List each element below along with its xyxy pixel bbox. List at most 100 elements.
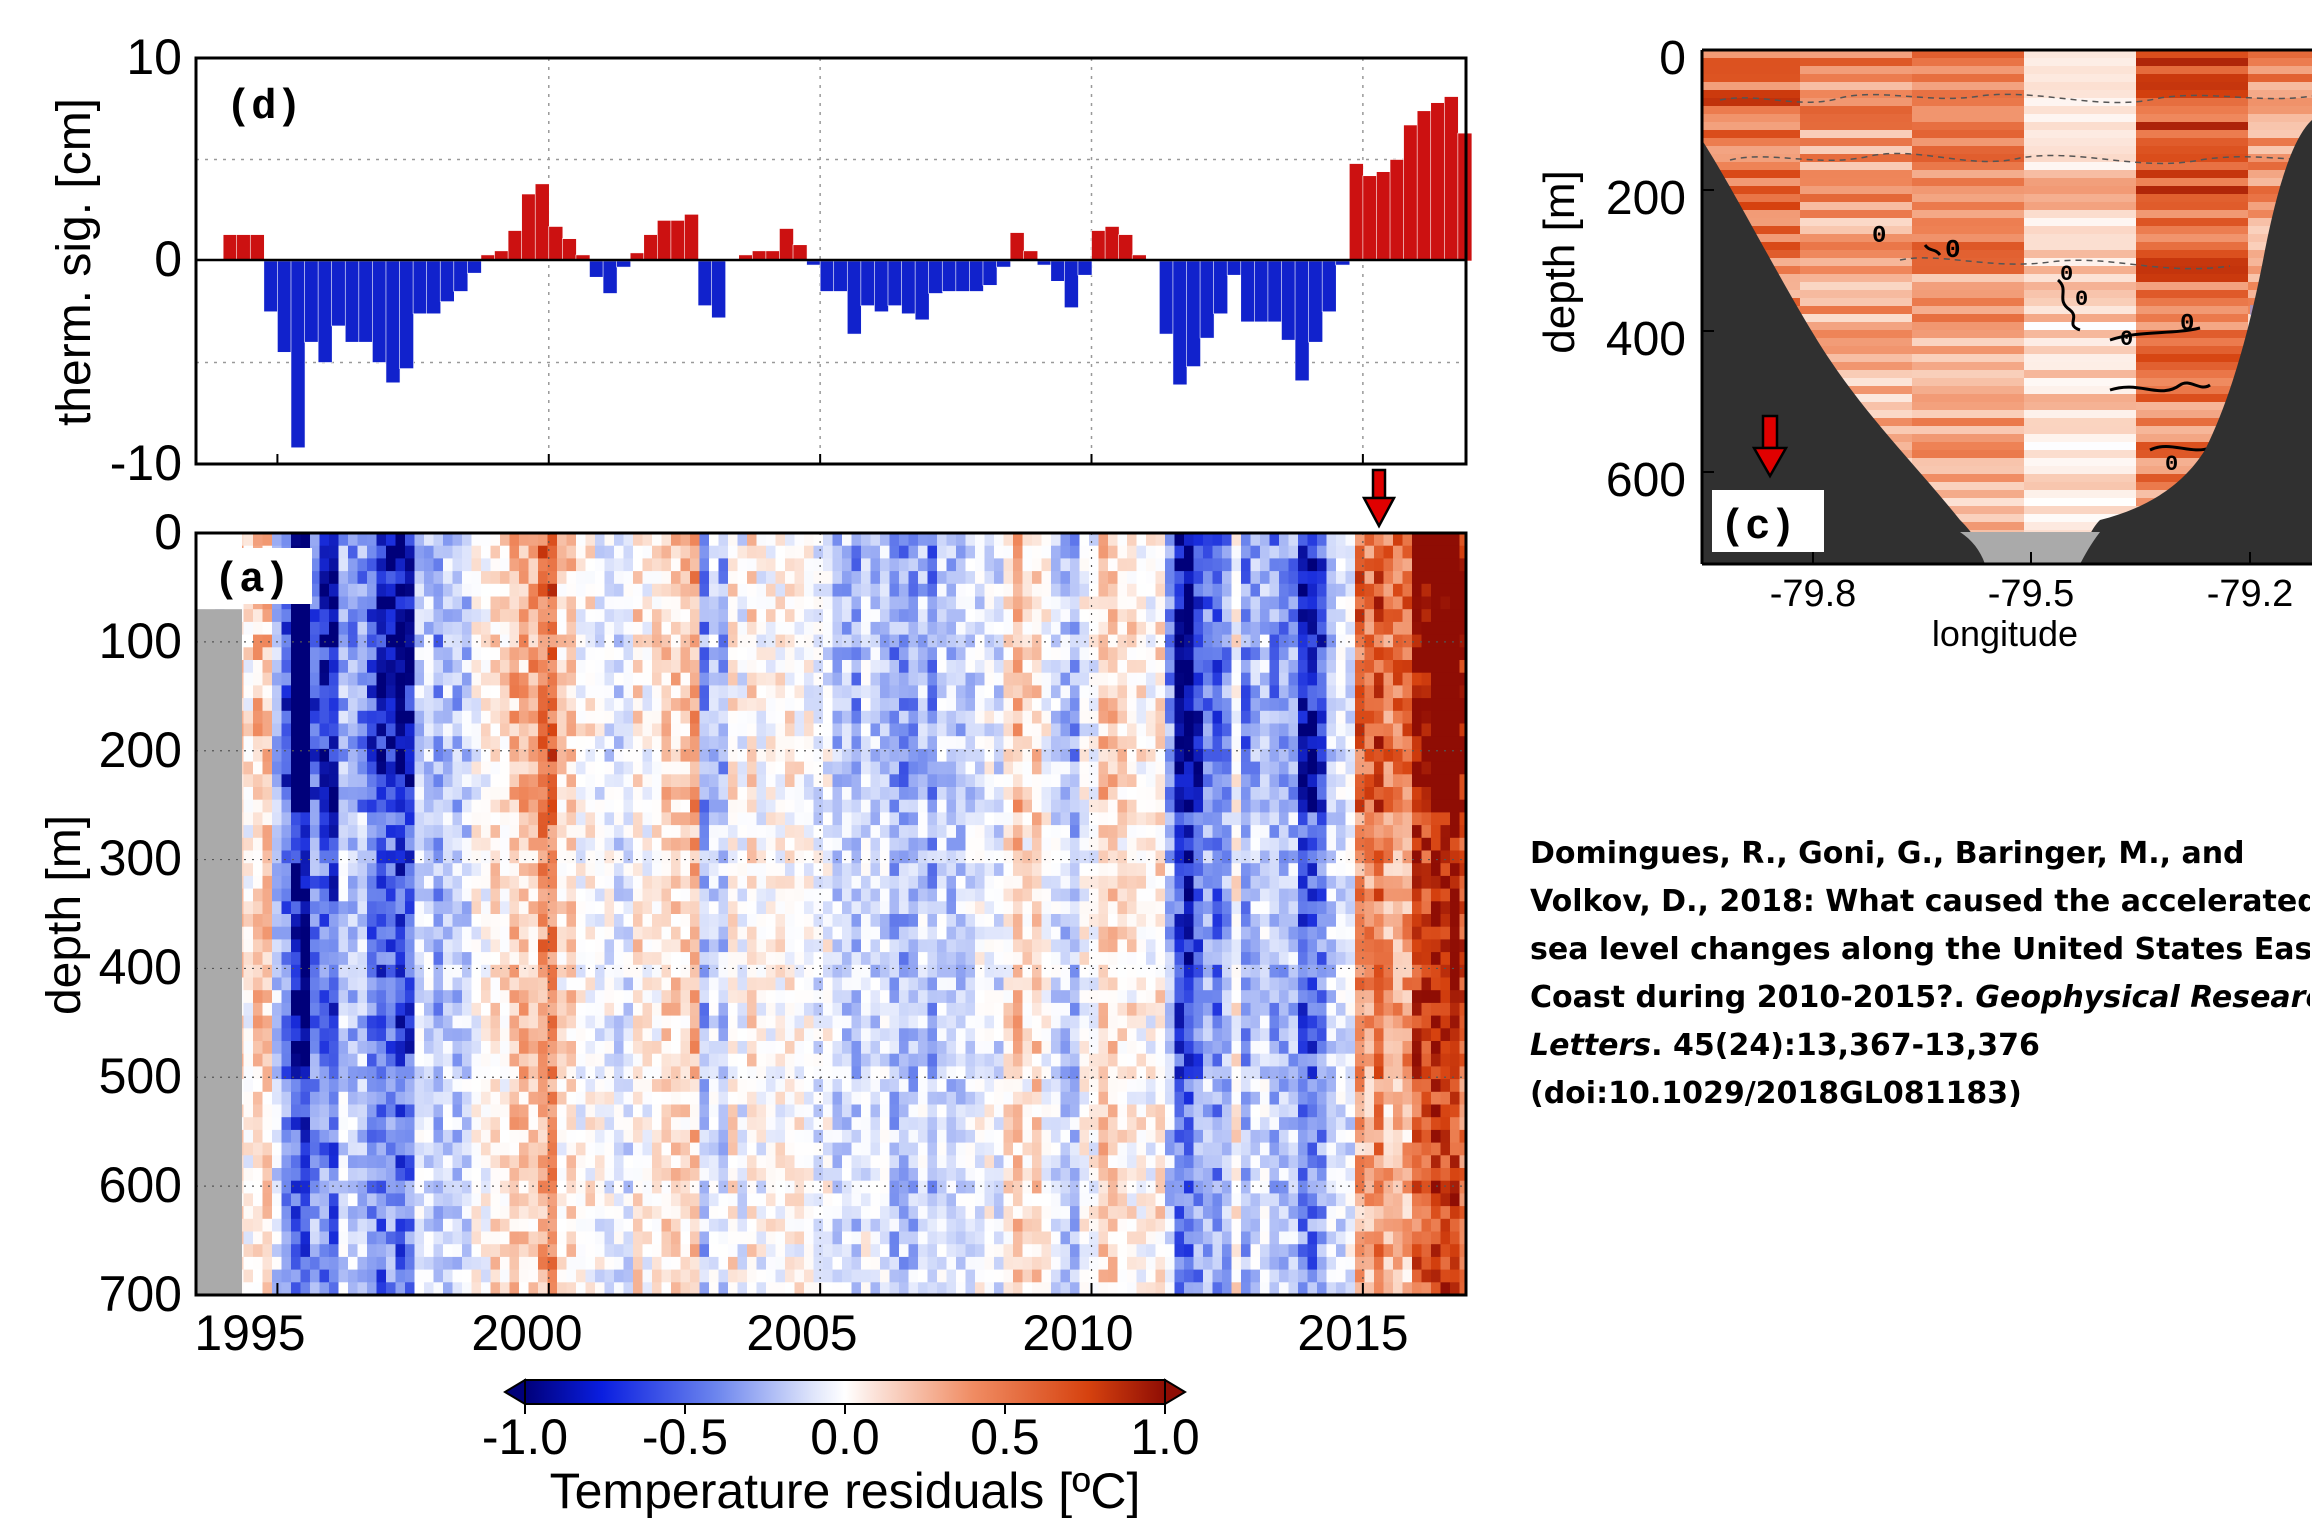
heatmap-cell: [509, 736, 520, 750]
heatmap-cell: [443, 710, 454, 725]
heatmap-cell: [832, 977, 843, 991]
heatmap-cell: [956, 647, 967, 661]
heatmap-cell: [300, 1180, 311, 1194]
heatmap-cell: [775, 1231, 786, 1245]
heatmap-cell: [405, 710, 416, 725]
heatmap-cell: [329, 1231, 340, 1245]
heatmap-cell: [690, 914, 701, 928]
heatmap-cell: [623, 875, 634, 890]
heatmap-cell: [519, 698, 530, 712]
heatmap-cell: [813, 685, 824, 699]
heatmap-cell: [595, 1231, 606, 1245]
heatmap-cell: [889, 825, 900, 839]
heatmap-cell: [243, 1168, 254, 1182]
heatmap-cell: [291, 1117, 302, 1131]
heatmap-cell: [566, 545, 577, 559]
heatmap-cell: [794, 596, 805, 610]
heatmap-cell: [424, 1129, 435, 1144]
heatmap-cell: [348, 1282, 359, 1295]
heatmap-cell: [785, 1282, 796, 1295]
heatmap-cell: [585, 977, 596, 991]
heatmap-cell: [272, 939, 283, 953]
heatmap-cell: [481, 863, 492, 877]
heatmap-cell: [775, 1066, 786, 1080]
heatmap-cell: [775, 1180, 786, 1194]
heatmap-cell: [433, 710, 444, 725]
heatmap-cell: [614, 583, 625, 598]
heatmap-cell: [433, 583, 444, 598]
heatmap-cell: [946, 875, 957, 890]
heatmap-cell: [813, 1282, 824, 1295]
heatmap-cell: [851, 825, 862, 839]
heatmap-cell: [500, 926, 511, 940]
heatmap-cell: [557, 723, 568, 737]
heatmap-cell: [595, 952, 606, 966]
heatmap-cell: [756, 533, 767, 547]
heatmap-cell: [262, 647, 273, 661]
heatmap-cell: [614, 609, 625, 623]
heatmap-cell: [281, 1066, 292, 1080]
heatmap-cell: [557, 698, 568, 712]
heatmap-cell: [956, 1193, 967, 1207]
heatmap-cell: [832, 660, 843, 674]
heatmap-cell: [927, 888, 938, 902]
heatmap-cell: [414, 609, 425, 623]
heatmap-cell: [424, 761, 435, 775]
heatmap-cell: [899, 1053, 910, 1067]
heatmap-cell: [756, 1142, 767, 1156]
bar: [562, 238, 577, 262]
heatmap-cell: [310, 571, 321, 585]
heatmap-cell: [604, 583, 615, 598]
heatmap-cell: [291, 812, 302, 826]
heatmap-cell: [547, 1129, 558, 1144]
heatmap-cell: [281, 990, 292, 1004]
heatmap-cell: [861, 1142, 872, 1156]
heatmap-cell: [481, 1142, 492, 1156]
heatmap-cell: [661, 1028, 672, 1042]
heatmap-cell: [595, 545, 606, 559]
heatmap-cell: [680, 1053, 691, 1067]
heatmap-cell: [794, 914, 805, 928]
heatmap-cell: [414, 533, 425, 547]
bar: [534, 183, 550, 262]
heatmap-cell: [253, 1066, 264, 1080]
heatmap-cell: [462, 990, 473, 1004]
heatmap-cell: [956, 926, 967, 940]
heatmap-cell: [623, 1193, 634, 1207]
heatmap-cell: [804, 863, 815, 877]
heatmap-cell: [699, 660, 710, 674]
heatmap-cell: [291, 1282, 302, 1295]
heatmap-cell: [623, 596, 634, 610]
heatmap-cell: [870, 1206, 881, 1220]
heatmap-cell: [851, 1206, 862, 1220]
heatmap-cell: [595, 1168, 606, 1182]
heatmap-cell: [557, 1002, 568, 1017]
heatmap-cell: [585, 1104, 596, 1118]
heatmap-cell: [880, 533, 891, 547]
heatmap-cell: [728, 863, 739, 877]
heatmap-cell: [500, 825, 511, 839]
heatmap-cell: [661, 850, 672, 864]
heatmap-cell: [367, 647, 378, 661]
heatmap-cell: [946, 863, 957, 877]
heatmap-cell: [870, 736, 881, 750]
heatmap-cell: [471, 1282, 482, 1295]
heatmap-cell: [614, 990, 625, 1004]
heatmap-cell: [519, 583, 530, 598]
heatmap-cell: [338, 672, 349, 686]
heatmap-cell: [785, 1231, 796, 1245]
heatmap-cell: [927, 672, 938, 686]
heatmap-cell: [861, 926, 872, 940]
heatmap-cell: [595, 977, 606, 991]
heatmap-cell: [253, 748, 264, 763]
heatmap-cell: [414, 914, 425, 928]
heatmap-cell: [832, 901, 843, 915]
bar: [874, 260, 889, 313]
heatmap-cell: [595, 533, 606, 547]
heatmap-cell: [310, 1028, 321, 1042]
heatmap-cell: [623, 533, 634, 547]
heatmap-cell: [281, 1206, 292, 1220]
bar: [277, 260, 292, 353]
heatmap-cell: [576, 825, 587, 839]
heatmap-cell: [766, 634, 777, 648]
